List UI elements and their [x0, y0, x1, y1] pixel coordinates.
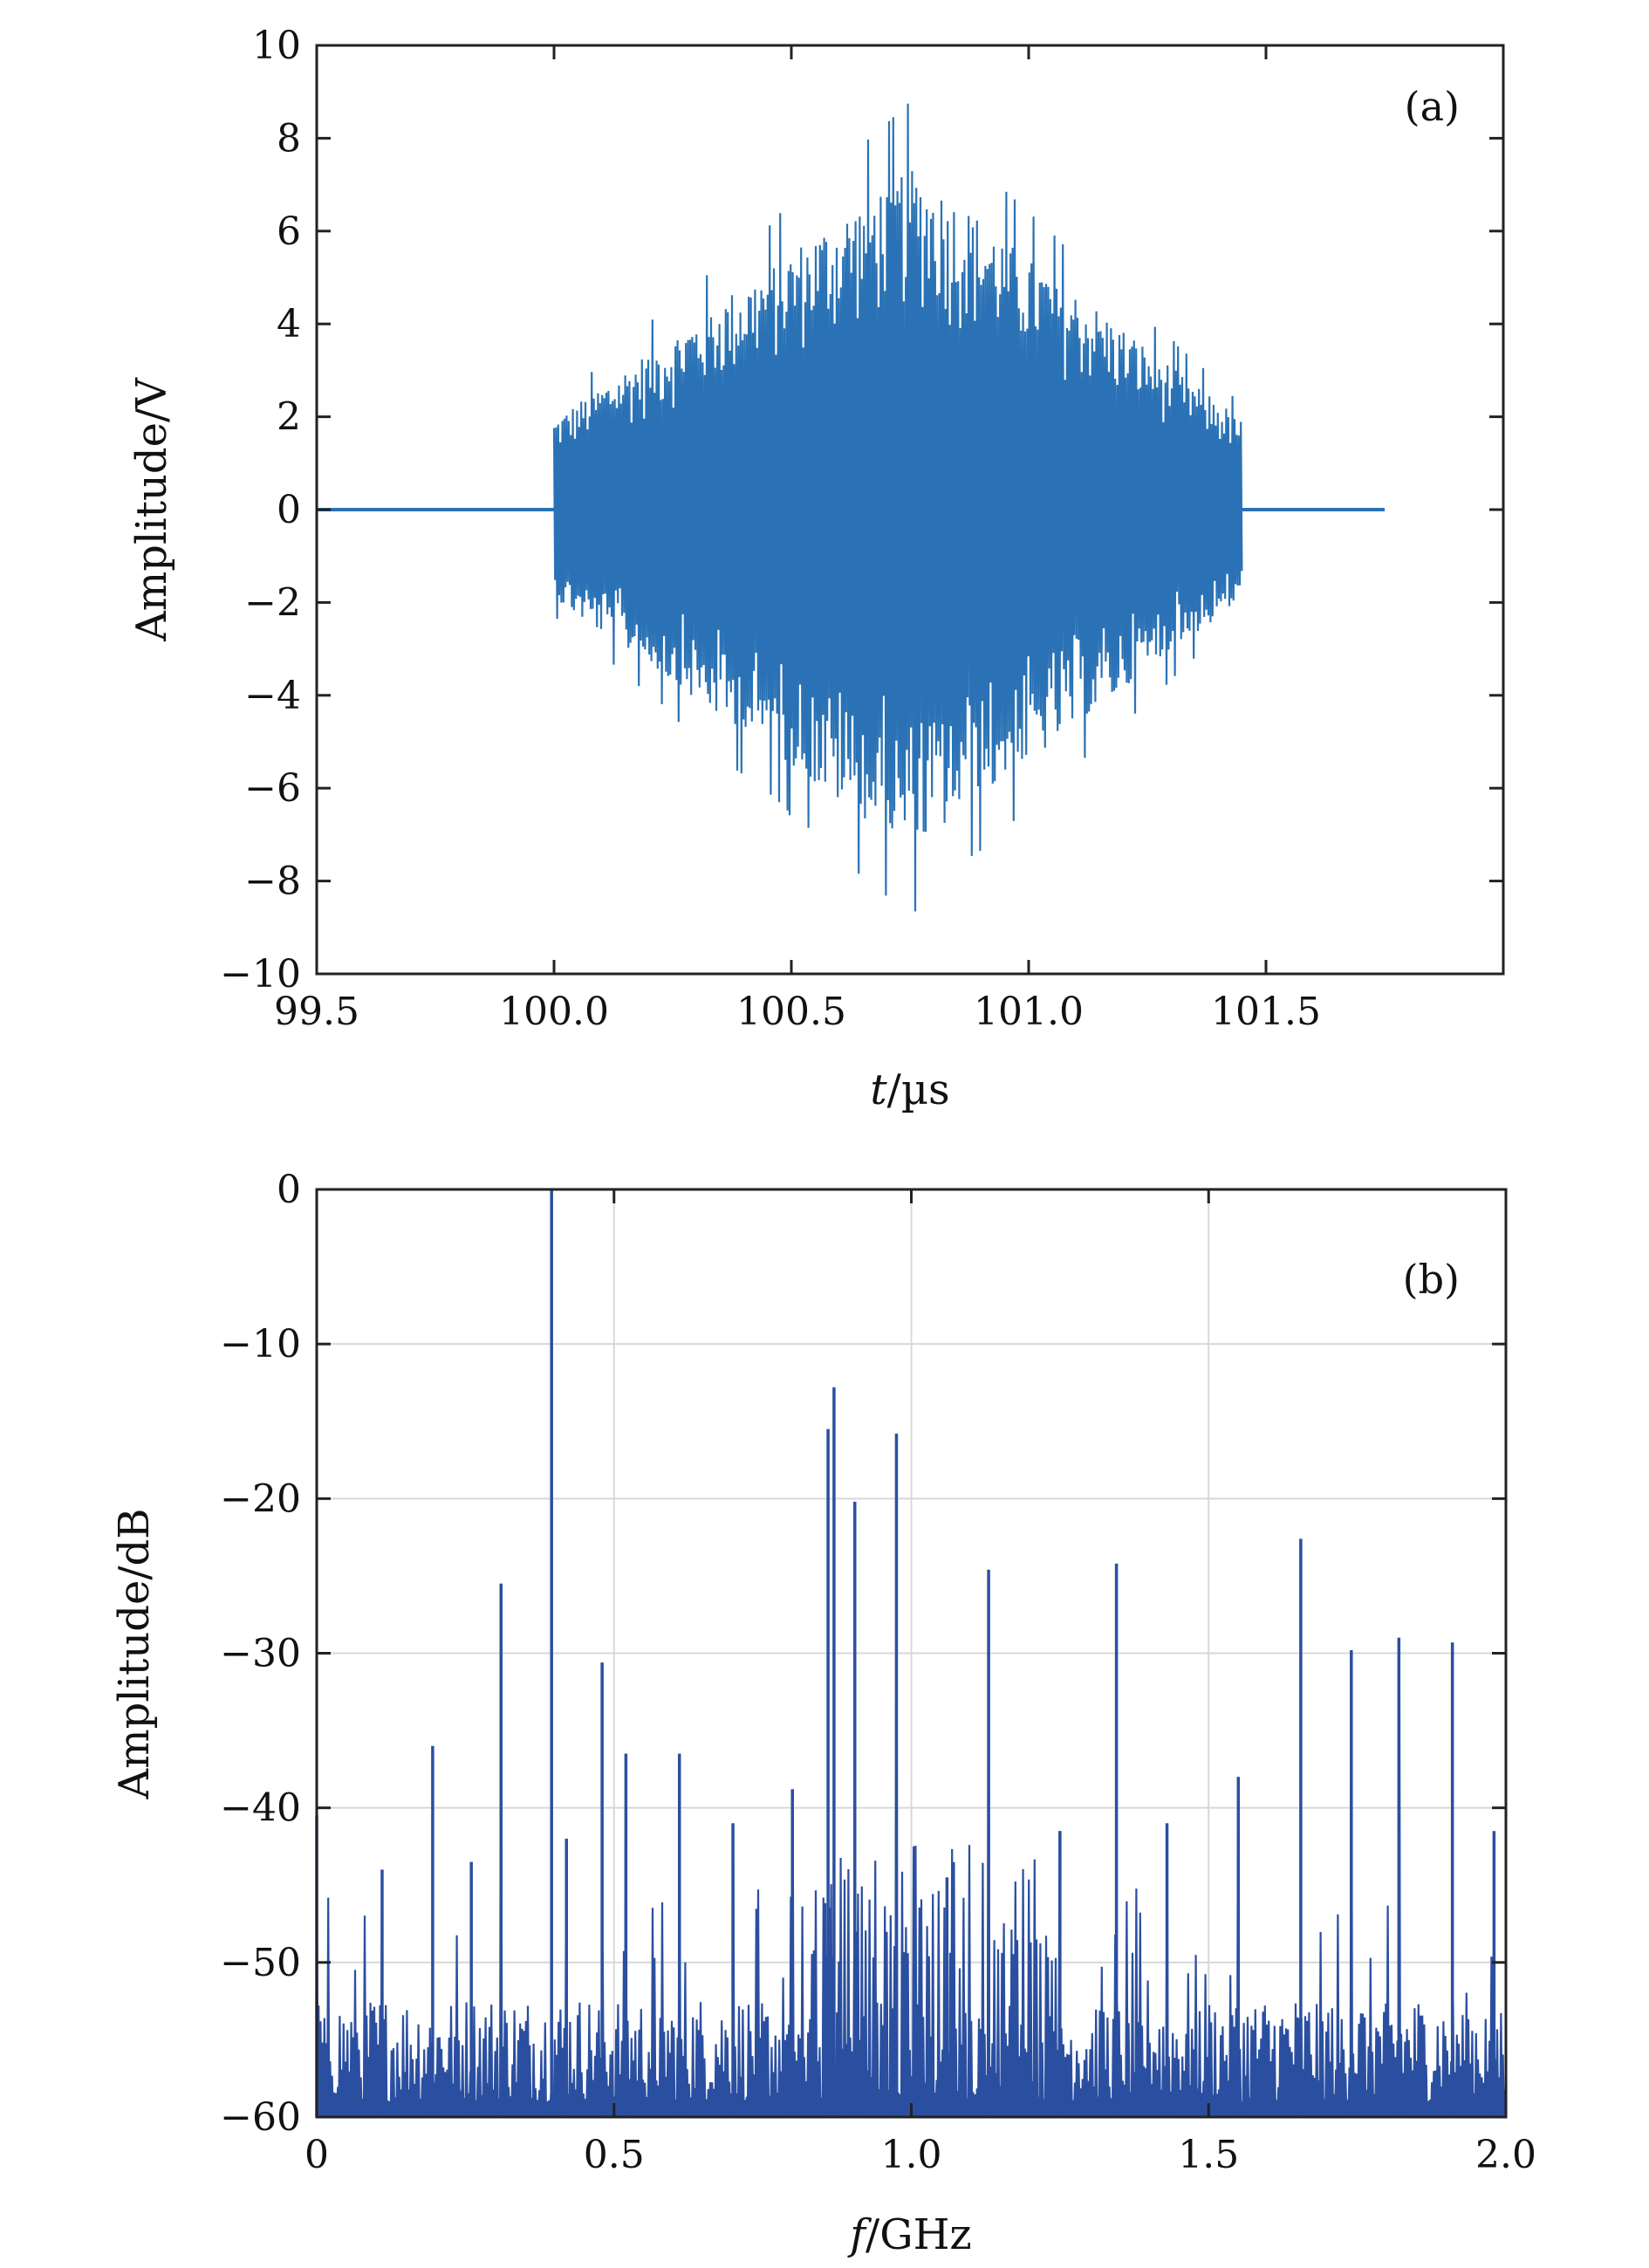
chart-a-xlabel-unit: /µs	[887, 1065, 950, 1114]
chart-a-panel-label: (a)	[1405, 83, 1460, 130]
chart-b-ytick-label: −50	[220, 1941, 301, 1985]
chart-a-ytick-label: −10	[220, 952, 301, 997]
chart-a-xtick-label: 100.5	[736, 990, 846, 1034]
chart-b-ytick-label: −60	[220, 2095, 301, 2140]
chart-a-ytick-label: −6	[244, 766, 301, 811]
chart-a-ticks: 99.5 100.0 100.5 101.0 101.5 −10 −8 −6 −4 −2 0 2 4 6 8…	[220, 24, 1503, 1034]
chart-a-xlabel-variable: t	[870, 1065, 887, 1114]
chart-a-ytick-label: 10	[252, 24, 301, 68]
chart-b-ticks: 0 0.5 1.0 1.5 2.0 −60 −50 −40 −30 −20 −10 0	[220, 1168, 1536, 2177]
chart-b-panel-label: (b)	[1403, 1256, 1460, 1303]
chart-a-ytick-label: 2	[277, 395, 301, 440]
chart-b-xtick-label: 0.5	[584, 2133, 645, 2177]
chart-a-waveform-layer	[317, 103, 1385, 912]
chart-b-ytick-label: −10	[220, 1322, 301, 1367]
chart-a-ytick-label: 4	[277, 302, 301, 346]
chart-b-ytick-label: −30	[220, 1632, 301, 1676]
chart-a-ylabel: Amplitude/V	[127, 377, 176, 642]
chart-b-ylabel: Amplitude/dB	[110, 1508, 159, 1799]
chart-a-xtick-label: 101.5	[1211, 990, 1321, 1034]
chart-a-ytick-label: 8	[277, 116, 301, 161]
chart-b-xlabel-unit: /GHz	[866, 2210, 972, 2259]
chart-a-ytick-label: −4	[244, 674, 301, 718]
chart-a-ytick-label: −8	[244, 860, 301, 904]
chart-b-xtick-label: 1.5	[1178, 2133, 1239, 2177]
chart-b-xlabel: f/GHz	[847, 2210, 971, 2259]
chart-b-xtick-label: 1.0	[881, 2133, 942, 2177]
chart-b-grid	[317, 1189, 1506, 2117]
chart-b-ytick-label: −20	[220, 1477, 301, 1521]
chart-b-xtick-label: 0	[304, 2133, 329, 2177]
chart-a-ytick-label: −2	[244, 580, 301, 625]
chart-a-ytick-label: 6	[277, 209, 301, 254]
chart-a: 99.5 100.0 100.5 101.0 101.5 −10 −8 −6 −4 −2 0 2 4 6 8…	[127, 24, 1505, 1114]
chart-b-spectrum-layer	[315, 1189, 1507, 2118]
chart-b-ytick-label: −40	[220, 1786, 301, 1831]
chart-b-ytick-label: 0	[277, 1168, 301, 1212]
chart-b-xtick-label: 2.0	[1475, 2133, 1536, 2177]
chart-a-xtick-label: 101.0	[974, 990, 1084, 1034]
chart-a-burst-line	[552, 103, 1243, 912]
chart-a-xtick-label: 99.5	[274, 990, 359, 1034]
chart-a-xlabel: t/µs	[870, 1065, 949, 1114]
chart-b: 0 0.5 1.0 1.5 2.0 −60 −50 −40 −30 −20 −10 0 (b) Amp…	[110, 1168, 1536, 2259]
chart-b-spectrum-line	[315, 1433, 1507, 2118]
chart-a-xtick-label: 100.0	[499, 990, 609, 1034]
chart-a-ytick-label: 0	[277, 488, 301, 532]
